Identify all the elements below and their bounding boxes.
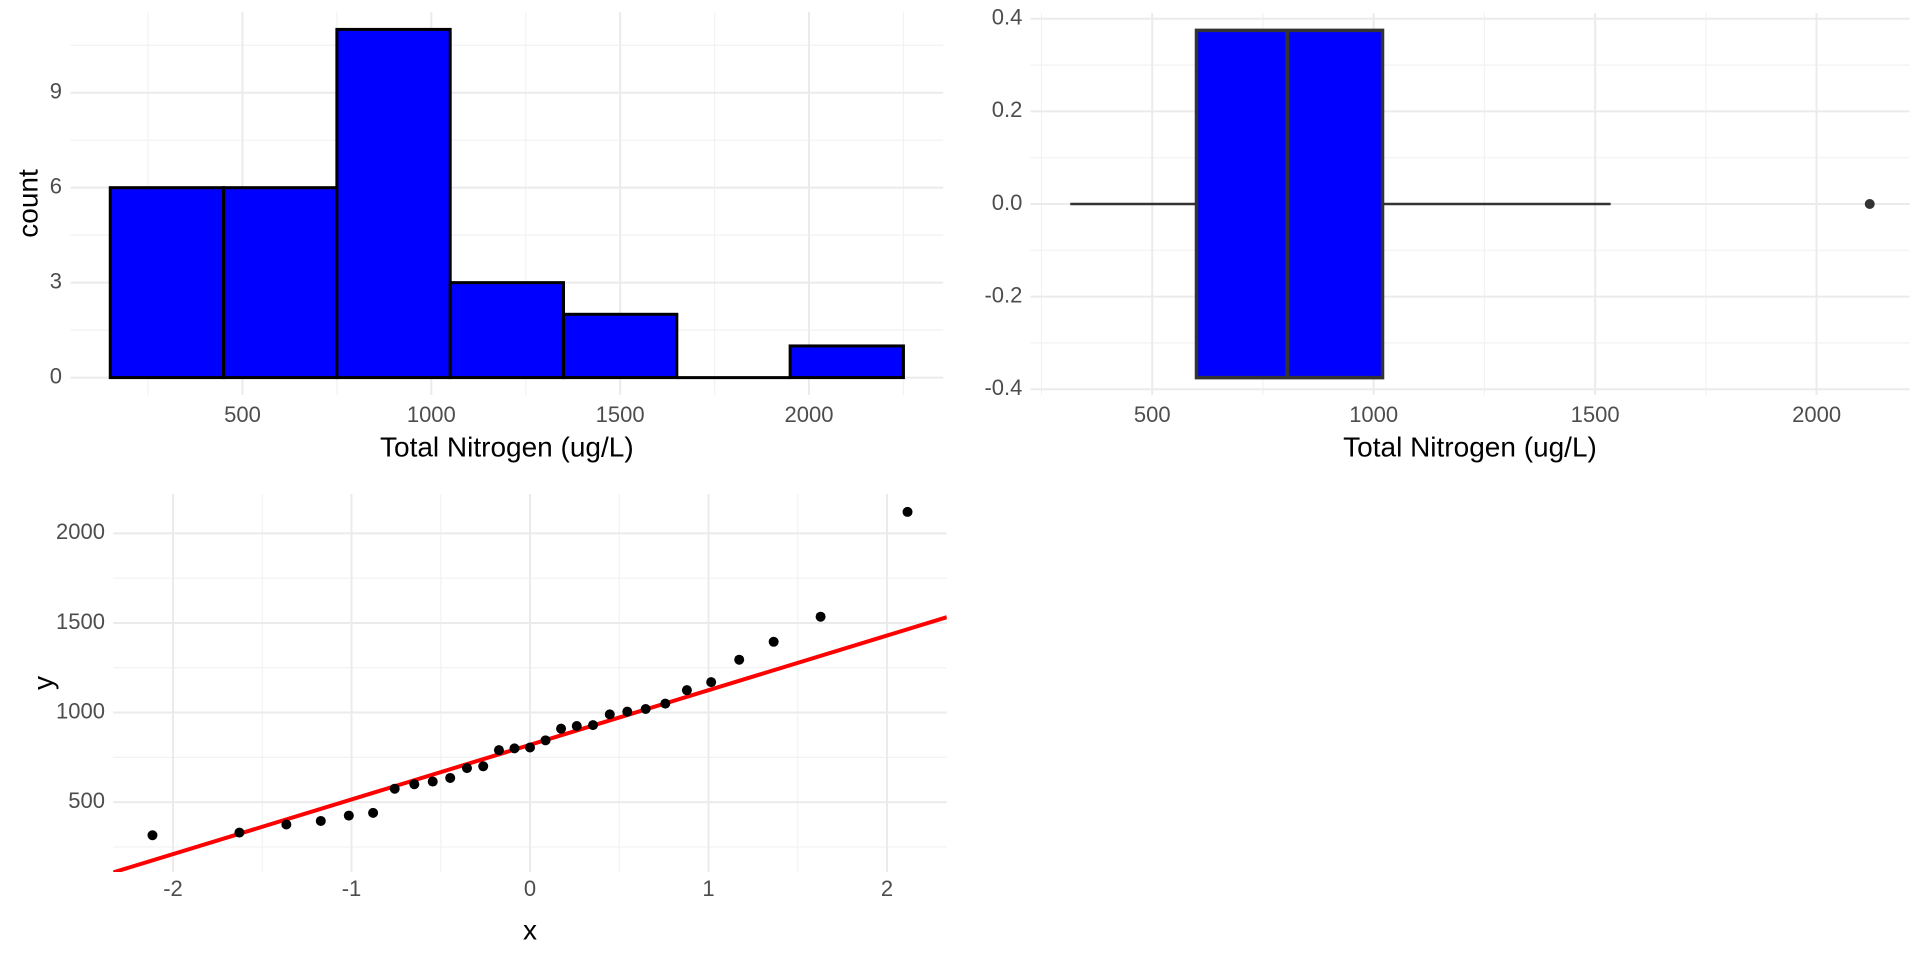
x-tick-label: 1500 (596, 402, 645, 427)
qq-point (389, 783, 400, 794)
qq-point (427, 776, 438, 787)
histogram-bar (108, 186, 226, 380)
boxplot-outlier-point (1864, 199, 1875, 209)
y-tick-label: 0.2 (992, 97, 1023, 122)
x-tick-label: 1000 (1349, 402, 1398, 427)
y-tick-label: 500 (68, 788, 105, 813)
qq-point (604, 709, 615, 720)
x-tick-label: 1500 (1571, 402, 1620, 427)
x-tick-label: 2000 (1792, 402, 1841, 427)
qq-plot-area (113, 506, 947, 872)
qq-point (343, 810, 354, 821)
x-tick-label: -1 (342, 876, 362, 901)
x-tick-label: 500 (224, 402, 261, 427)
qq-point (556, 723, 567, 734)
qq-point (640, 703, 651, 714)
qq-point (734, 654, 745, 665)
x-tick-label: -2 (163, 876, 183, 901)
x-axis-title: Total Nitrogen (ug/L) (1343, 431, 1597, 462)
qq-point (315, 815, 326, 826)
boxplot-chart: 500 1000 1500 2000 -0.4 -0.2 0.0 0.2 0.4 Total Ni… (984, 5, 1910, 462)
qq-point (525, 742, 535, 753)
empty-cell (960, 480, 1920, 960)
qq-point (409, 779, 420, 790)
y-tick-label: 3 (50, 268, 62, 293)
x-tick-label: 1000 (407, 402, 456, 427)
histogram-bar (222, 186, 339, 380)
qq-point (281, 819, 292, 830)
qq-point (509, 743, 520, 754)
qq-point (768, 636, 779, 647)
x-tick-label: 500 (1134, 402, 1171, 427)
histogram-bar (335, 27, 452, 380)
y-tick-label: -0.2 (984, 282, 1022, 307)
qq-point (147, 830, 158, 841)
y-tick-label: 1000 (56, 698, 105, 723)
boxplot-box (1194, 28, 1385, 380)
qq-point (445, 772, 456, 783)
x-tick-label: 2000 (785, 402, 834, 427)
qq-point (234, 827, 245, 838)
y-axis-title: y (27, 676, 58, 690)
x-tick-label: 1 (702, 876, 714, 901)
x-tick-label: 2 (881, 876, 893, 901)
qq-point (660, 698, 671, 709)
qq-point (815, 611, 826, 622)
qq-point (706, 677, 717, 688)
y-tick-label: 0 (50, 363, 62, 388)
qq-point (588, 720, 599, 731)
qq-point (540, 735, 551, 746)
y-tick-label: 0.0 (992, 190, 1023, 215)
y-tick-label: -0.4 (984, 375, 1022, 400)
qq-point (902, 506, 913, 517)
qq-point (461, 763, 472, 774)
histogram-bar (788, 344, 905, 380)
y-tick-label: 2000 (56, 519, 105, 544)
histogram-bar (448, 281, 566, 380)
y-tick-label: 1500 (56, 609, 105, 634)
y-tick-label: 0.4 (992, 5, 1023, 30)
y-tick-label: 6 (50, 173, 62, 198)
qq-point (622, 706, 633, 717)
y-axis-title: count (12, 169, 43, 238)
histogram-chart: 500 1000 1500 2000 0 3 6 9 Total Nitrogen (ug/L)… (12, 12, 944, 462)
histogram-bar (562, 312, 679, 380)
x-tick-label: 0 (524, 876, 536, 901)
qq-point (493, 745, 504, 756)
qq-point (368, 807, 379, 818)
qq-point (681, 685, 692, 696)
x-axis-title: x (523, 914, 537, 945)
qq-point (571, 720, 582, 731)
qq-plot-chart: -2 -1 0 1 2 500 1000 1500 2000 x y (27, 494, 947, 945)
qq-point (478, 761, 489, 772)
y-tick-label: 9 (50, 79, 62, 104)
x-axis-title: Total Nitrogen (ug/L) (380, 431, 634, 462)
